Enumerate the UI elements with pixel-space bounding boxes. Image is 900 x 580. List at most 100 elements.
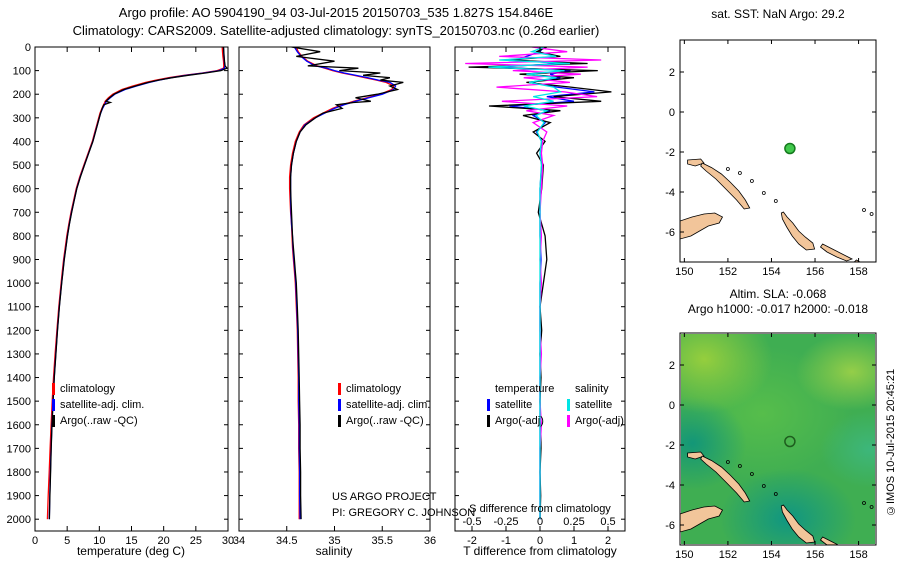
svg-text:1300: 1300 (7, 349, 31, 361)
imos-watermark: ©IMOS 10-Jul-2015 20:45:21 (885, 368, 897, 517)
svg-text:35.5: 35.5 (372, 535, 393, 547)
svg-text:152: 152 (719, 549, 737, 561)
svg-text:300: 300 (13, 113, 31, 125)
svg-text:150: 150 (675, 549, 693, 561)
legend-item-climatology: climatology (338, 381, 430, 397)
svg-text:-6: -6 (665, 227, 675, 239)
svg-text:1800: 1800 (7, 467, 31, 479)
svg-text:-2: -2 (467, 535, 477, 547)
svg-text:154: 154 (762, 549, 780, 561)
legend-item-argo-adj: Argo(-adj) (487, 413, 554, 429)
svg-text:1000: 1000 (7, 278, 31, 290)
svg-text:100: 100 (13, 66, 31, 78)
svg-text:30: 30 (222, 535, 234, 547)
svg-text:1200: 1200 (7, 325, 31, 337)
svg-text:-6: -6 (665, 520, 675, 532)
legend-item-satellite-clim: satellite-adj. clim. (338, 397, 430, 413)
legend-label: Argo(..raw -QC) (60, 415, 138, 427)
salinity-legend: climatology satellite-adj. clim. Argo(..… (338, 381, 430, 429)
svg-text:-2: -2 (665, 440, 675, 452)
legend-label: climatology (346, 383, 402, 395)
project-name: US ARGO PROJECT (332, 491, 437, 503)
svg-text:1600: 1600 (7, 420, 31, 432)
svg-text:-4: -4 (665, 187, 675, 199)
argo-line-swatch (52, 415, 55, 427)
svg-text:-0.5: -0.5 (463, 516, 482, 528)
legend-header: salinity (567, 381, 624, 397)
svg-text:0: 0 (669, 107, 675, 119)
svg-text:2: 2 (669, 67, 675, 79)
legend-label: satellite-adj. clim. (60, 399, 145, 411)
svg-text:20: 20 (158, 535, 170, 547)
legend-item-satellite: satellite (487, 397, 554, 413)
svg-text:800: 800 (13, 231, 31, 243)
legend-header: temperature (487, 381, 554, 397)
svg-text:1500: 1500 (7, 396, 31, 408)
sdiff-axis-label: S difference from climatology (469, 503, 611, 515)
svg-text:-0.25: -0.25 (493, 516, 518, 528)
tdiff-legend: temperature satellite Argo(-adj) (487, 381, 554, 429)
sal-satellite-line-swatch (567, 399, 570, 411)
tdiff-axis-label: T difference from climatology (463, 544, 617, 558)
svg-text:0: 0 (32, 535, 38, 547)
svg-text:-4: -4 (665, 480, 675, 492)
sla-map-title: Altim. SLA: -0.068 (729, 287, 827, 301)
svg-text:0.5: 0.5 (600, 516, 615, 528)
argo-line-swatch (487, 415, 490, 427)
climatology-line-swatch (52, 383, 55, 395)
svg-text:0: 0 (537, 535, 543, 547)
svg-text:2: 2 (605, 535, 611, 547)
svg-text:1700: 1700 (7, 443, 31, 455)
svg-text:34.5: 34.5 (276, 535, 297, 547)
svg-text:25: 25 (190, 535, 202, 547)
svg-text:158: 158 (849, 549, 867, 561)
svg-text:5: 5 (64, 535, 70, 547)
legend-item-satellite: satellite (567, 397, 624, 413)
argo-line-swatch (338, 415, 341, 427)
legend-label: Argo(-adj) (495, 415, 544, 427)
project-credit: US ARGO PROJECT PI: GREGORY C. JOHNSON (332, 489, 475, 521)
svg-text:35: 35 (328, 535, 340, 547)
legend-label: satellite (575, 399, 613, 411)
svg-text:2: 2 (669, 360, 675, 372)
legend-item-satellite-clim: satellite-adj. clim. (52, 397, 144, 413)
legend-label: Argo(-adj) (575, 415, 624, 427)
svg-text:600: 600 (13, 184, 31, 196)
salinity-axis-label: salinity (315, 544, 353, 558)
temperature-axis-label: temperature (deg C) (76, 544, 186, 558)
svg-text:158: 158 (849, 266, 867, 278)
svg-text:0: 0 (537, 516, 543, 528)
spacer (487, 383, 490, 395)
legend-header-label: salinity (575, 383, 609, 395)
svg-text:2000: 2000 (7, 514, 31, 526)
svg-text:34: 34 (233, 535, 245, 547)
page-subtitle: Climatology: CARS2009. Satellite-adjuste… (72, 23, 600, 38)
svg-text:0: 0 (669, 400, 675, 412)
legend-item-argo: Argo(..raw -QC) (52, 413, 144, 429)
project-pi: PI: GREGORY C. JOHNSON (332, 507, 476, 519)
sdiff-legend: salinity satellite Argo(-adj) (567, 381, 624, 429)
svg-text:500: 500 (13, 160, 31, 172)
svg-text:1900: 1900 (7, 491, 31, 503)
svg-text:1400: 1400 (7, 373, 31, 385)
legend-label: satellite-adj. clim. (346, 399, 431, 411)
svg-text:400: 400 (13, 136, 31, 148)
svg-text:156: 156 (806, 266, 824, 278)
page-title: Argo profile: AO 5904190_94 03-Jul-2015 … (118, 5, 554, 20)
svg-text:-2: -2 (665, 147, 675, 159)
sst-map-title: sat. SST: NaN Argo: 29.2 (711, 7, 845, 21)
svg-text:700: 700 (13, 207, 31, 219)
svg-text:154: 154 (762, 266, 780, 278)
satellite-line-swatch (338, 399, 341, 411)
legend-item-climatology: climatology (52, 381, 144, 397)
legend-label: climatology (60, 383, 116, 395)
svg-text:36: 36 (424, 535, 436, 547)
svg-text:900: 900 (13, 254, 31, 266)
legend-label: satellite (495, 399, 533, 411)
satellite-line-swatch (487, 399, 490, 411)
sla-map-subtitle: Argo h1000: -0.017 h2000: -0.018 (687, 302, 869, 316)
svg-text:152: 152 (719, 266, 737, 278)
svg-text:1: 1 (571, 535, 577, 547)
